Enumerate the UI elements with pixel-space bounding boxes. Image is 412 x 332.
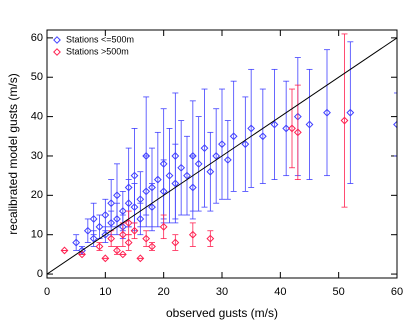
point	[188, 230, 197, 239]
point	[241, 140, 250, 149]
point	[393, 120, 397, 129]
x-axis-label: observed gusts (m/s)	[166, 306, 278, 320]
legend-marker	[53, 36, 61, 44]
point	[60, 246, 69, 255]
point	[188, 183, 197, 192]
point	[159, 222, 168, 231]
x-tick-label: 10	[99, 286, 111, 298]
y-tick-label: 30	[31, 150, 43, 162]
point	[148, 242, 156, 251]
point	[124, 238, 133, 247]
point	[282, 124, 291, 133]
point	[136, 215, 145, 223]
y-tick-label: 50	[31, 71, 43, 83]
point	[118, 250, 127, 259]
x-tick-label: 50	[333, 286, 345, 298]
point	[101, 211, 110, 219]
point	[130, 171, 139, 180]
point	[206, 167, 215, 176]
point	[107, 234, 116, 243]
point	[83, 226, 92, 235]
point	[113, 246, 121, 255]
point	[107, 199, 116, 208]
point	[101, 254, 110, 263]
x-tick-label: 20	[158, 286, 170, 298]
point	[95, 222, 104, 231]
point	[142, 234, 151, 243]
point	[118, 207, 127, 215]
point	[130, 226, 139, 235]
point	[159, 159, 168, 168]
y-tick-label: 10	[31, 229, 43, 241]
legend-label: Stations <=500m	[66, 34, 134, 44]
point	[124, 183, 133, 192]
legend-label: Stations >500m	[66, 46, 129, 56]
point	[148, 203, 156, 212]
point	[142, 152, 151, 160]
point	[89, 234, 98, 243]
point	[95, 242, 104, 251]
y-tick-label: 0	[37, 268, 43, 280]
point	[270, 120, 279, 129]
point	[247, 124, 256, 133]
point	[194, 159, 203, 168]
point	[89, 215, 98, 223]
point	[153, 175, 162, 184]
y-axis-label: recalibrated model gusts (m/s)	[6, 73, 20, 234]
point	[346, 108, 355, 117]
point	[78, 250, 86, 259]
y-tick-label: 60	[31, 32, 43, 44]
point	[200, 144, 209, 153]
point	[293, 128, 302, 137]
point	[72, 238, 81, 247]
point	[223, 155, 232, 164]
point	[136, 254, 145, 263]
point	[124, 218, 133, 227]
y-tick-label: 20	[31, 189, 43, 201]
point	[183, 171, 191, 180]
x-tick-label: 0	[44, 286, 50, 298]
point	[113, 191, 121, 200]
y-tick-label: 40	[31, 111, 43, 123]
plot-area	[47, 33, 397, 275]
plot-frame	[46, 29, 398, 279]
x-tick-label: 40	[274, 286, 286, 298]
one-to-one-line	[47, 37, 397, 275]
point	[171, 152, 180, 160]
point	[165, 171, 174, 180]
point	[305, 120, 314, 129]
point	[212, 152, 221, 160]
point	[258, 132, 267, 141]
point	[288, 124, 296, 133]
point	[229, 132, 238, 141]
point	[218, 140, 226, 149]
point	[340, 116, 349, 125]
point	[118, 230, 127, 239]
point	[136, 195, 145, 204]
point	[171, 238, 180, 247]
point	[206, 234, 215, 243]
x-tick-label: 60	[391, 286, 403, 298]
point	[323, 108, 331, 117]
point	[177, 163, 186, 172]
x-tick-label: 30	[216, 286, 228, 298]
legend-marker	[53, 48, 61, 56]
